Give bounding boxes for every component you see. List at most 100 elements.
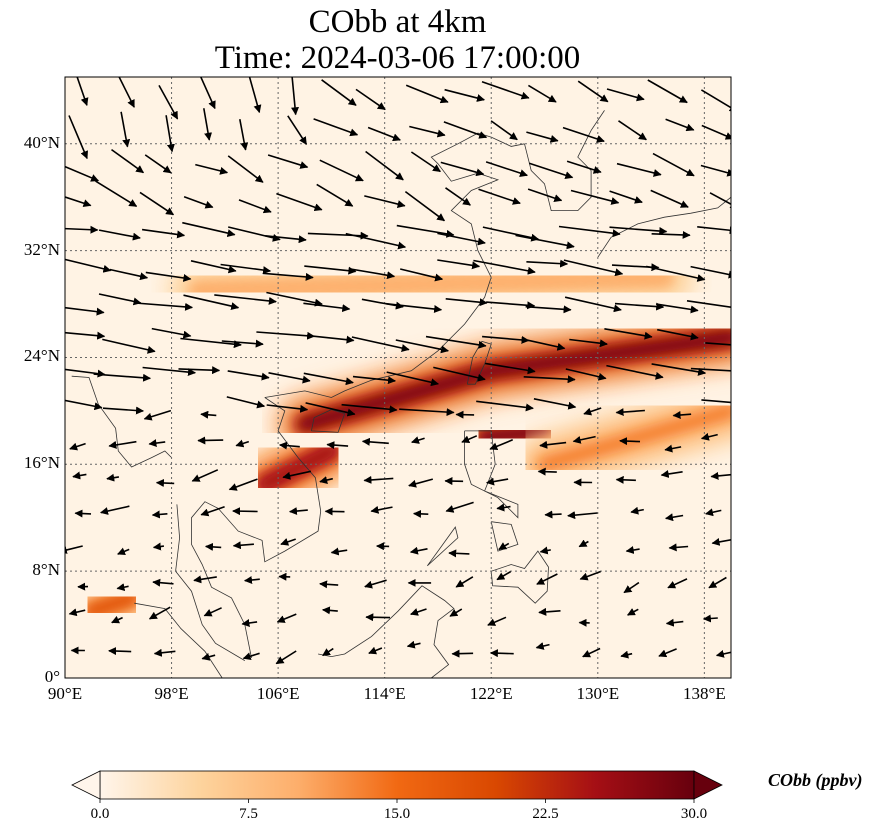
wind-arrow	[145, 271, 192, 282]
wind-arrow	[583, 407, 602, 416]
wind-arrow	[158, 85, 179, 120]
wind-arrow	[650, 189, 689, 208]
coastline-segment	[597, 196, 731, 258]
wind-arrow	[313, 118, 359, 137]
colorbar-extend-high	[693, 770, 723, 800]
wind-arrow	[437, 259, 481, 270]
wind-arrow	[396, 224, 455, 238]
wind-arrow	[275, 650, 297, 665]
wind-arrow	[65, 258, 112, 273]
wind-arrow	[570, 189, 620, 205]
wind-arrow	[72, 471, 87, 480]
wind-arrow	[65, 165, 100, 182]
lat-tick-label: 40°N	[23, 132, 60, 152]
wind-arrow	[651, 230, 691, 239]
wind-arrow	[709, 192, 731, 209]
wind-arrow	[256, 331, 316, 340]
coastline-segment	[311, 409, 346, 433]
coastline-segment	[175, 504, 246, 661]
wind-arrow	[522, 338, 566, 351]
colorbar-tick-label: 0.0	[90, 806, 110, 822]
wind-arrow	[232, 541, 254, 550]
wind-arrow	[93, 373, 151, 382]
wind-arrow	[313, 335, 355, 344]
wind-arrow	[476, 400, 534, 412]
wind-arrow	[482, 226, 540, 242]
wind-arrow	[276, 192, 323, 212]
wind-arrow	[567, 511, 598, 520]
wind-arrow	[486, 301, 536, 310]
wind-arrow	[485, 161, 528, 177]
wind-arrow	[345, 232, 407, 250]
lon-tick-label: 122°E	[469, 684, 513, 703]
title-line-2: Time: 2024-03-06 17:00:00	[214, 40, 581, 76]
wind-arrow	[365, 613, 391, 622]
wind-arrow	[106, 473, 120, 482]
lon-tick-label: 90°E	[47, 684, 83, 703]
wind-arrow	[152, 542, 165, 551]
colorbar-tick-label: 15.0	[383, 806, 411, 822]
wind-arrow	[68, 115, 88, 160]
coastline-segment	[134, 602, 223, 678]
wind-arrow	[355, 88, 386, 111]
wind-arrow	[705, 342, 731, 346]
coastline-segment	[524, 110, 605, 211]
wind-arrow	[445, 501, 474, 513]
wind-arrow	[276, 613, 297, 623]
wind-arrow	[316, 183, 354, 207]
wind-arrow	[710, 471, 731, 480]
indochina-plume-level-3	[259, 445, 337, 490]
wind-arrow	[279, 441, 300, 450]
wind-arrow	[539, 440, 567, 449]
wind-arrow	[490, 120, 518, 141]
wind-arrow	[200, 410, 217, 419]
wind-arrow	[183, 196, 214, 209]
wind-arrow	[65, 545, 83, 554]
wind-arrow	[410, 151, 441, 173]
wind-arrow	[68, 608, 86, 617]
wind-arrow	[425, 335, 487, 349]
wind-arrow	[102, 406, 144, 415]
wind-arrow	[448, 549, 470, 558]
wind-arrow	[701, 124, 731, 140]
wind-arrow	[65, 196, 92, 208]
wind-arrow	[526, 259, 569, 268]
wind-arrow	[562, 126, 605, 143]
wind-arrow	[203, 108, 213, 141]
wind-arrow	[65, 225, 99, 234]
pacific-band-level-3	[539, 405, 731, 470]
wind-arrow	[319, 580, 339, 589]
wind-arrow	[76, 77, 89, 106]
lat-tick-label: 8°N	[32, 560, 60, 580]
wind-arrow	[241, 619, 258, 627]
coastline-segment	[191, 397, 322, 659]
wind-arrow	[242, 652, 260, 661]
colorbar-tick-label: 30.0	[680, 806, 708, 822]
wind-arrow	[404, 190, 446, 222]
wind-arrow	[440, 161, 485, 177]
wind-arrow	[144, 154, 172, 174]
wind-arrow	[108, 647, 132, 656]
wind-arrow	[364, 579, 387, 589]
wind-arrow	[690, 367, 731, 372]
gridlines	[65, 77, 731, 678]
wind-arrow	[569, 338, 608, 348]
wind-arrow	[660, 470, 683, 478]
wind-arrow	[232, 507, 258, 516]
wind-arrow	[304, 265, 357, 275]
wind-arrow	[701, 399, 731, 404]
wind-arrow	[151, 510, 168, 519]
wind-arrow	[538, 607, 561, 616]
map-frame	[64, 76, 732, 679]
wind-arrow	[665, 118, 695, 132]
wind-arrow	[305, 402, 356, 417]
wind-arrow	[566, 160, 602, 174]
wind-arrow	[235, 439, 250, 448]
andaman-plume-level-3	[86, 592, 137, 617]
wind-arrow	[69, 442, 86, 451]
wind-arrow	[461, 435, 478, 443]
wind-arrow	[205, 542, 222, 551]
wind-arrow	[65, 331, 106, 340]
wind-arrow	[195, 163, 229, 175]
